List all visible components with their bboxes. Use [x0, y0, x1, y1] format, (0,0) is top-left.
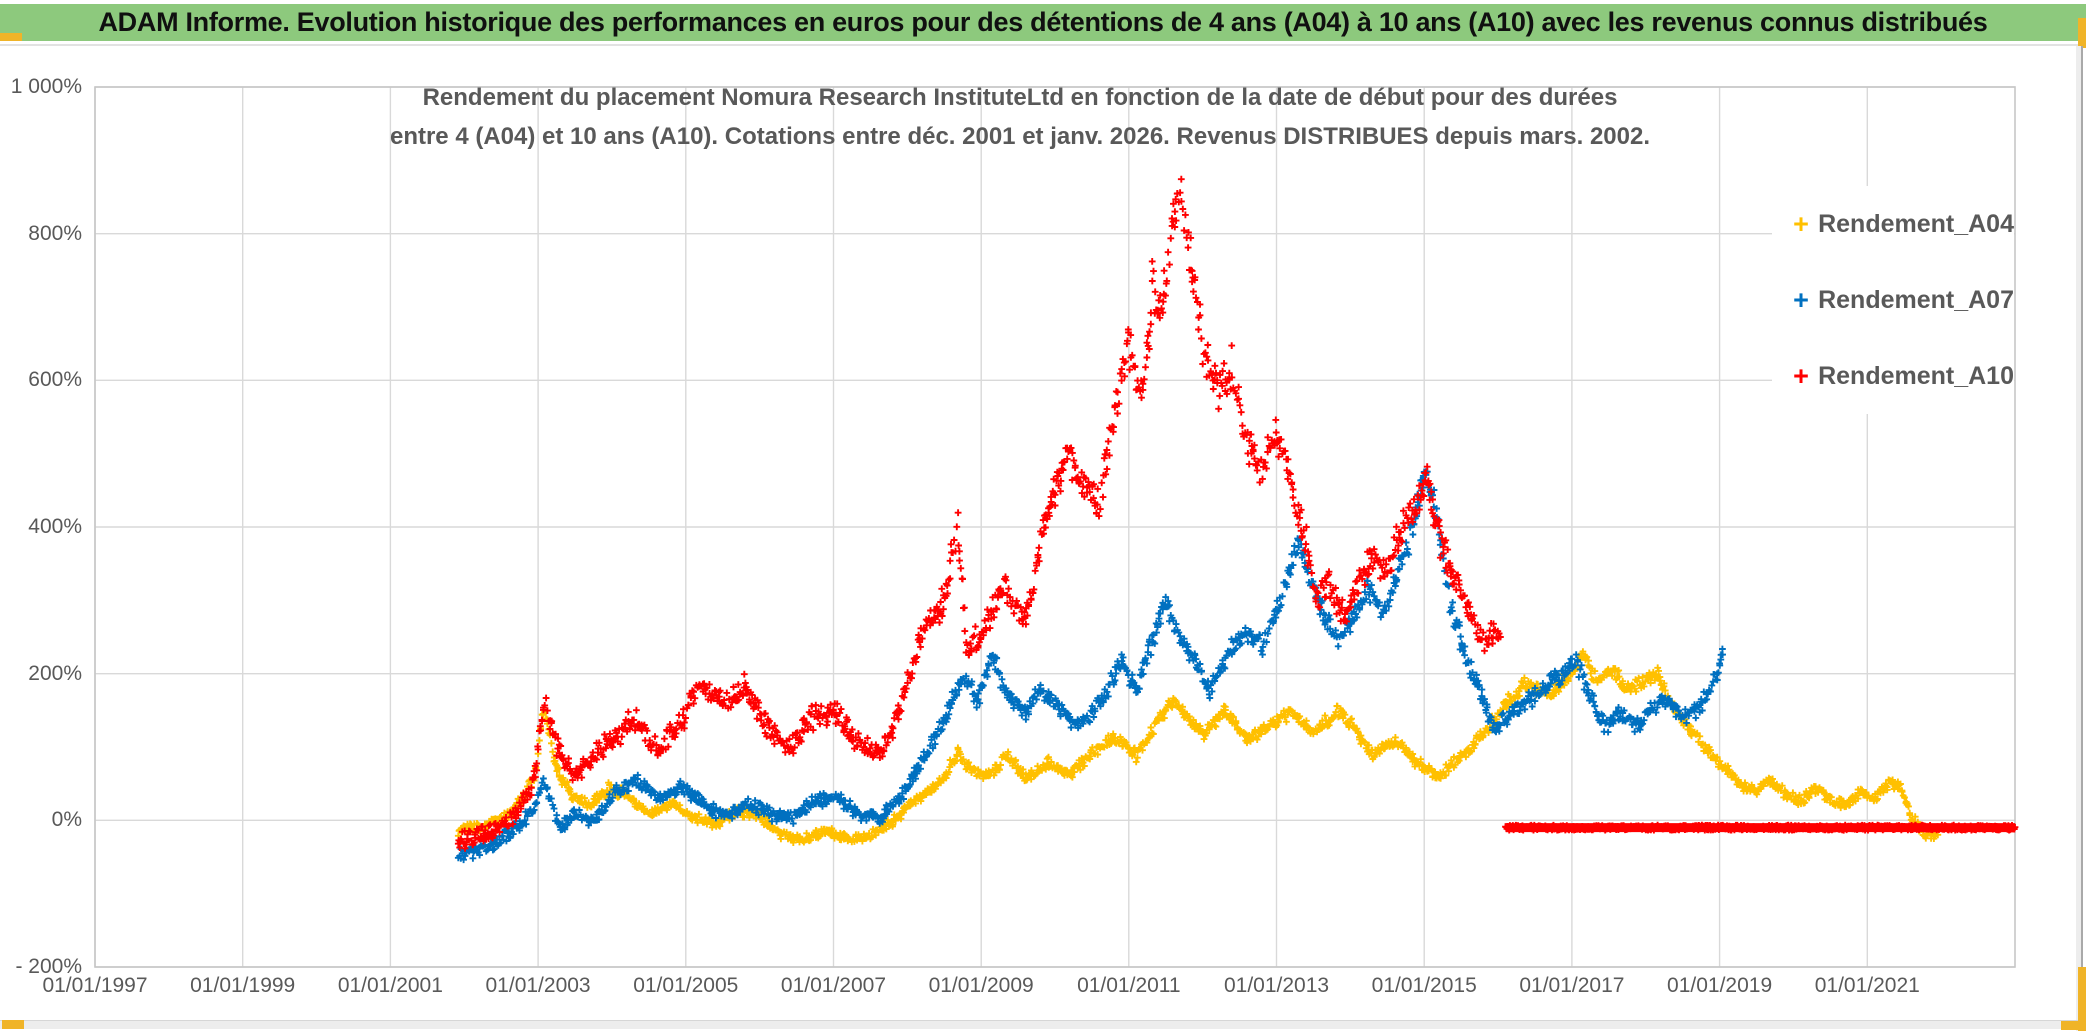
- bottom-rail: [0, 1020, 2086, 1029]
- legend-entry: + Rendement_A07: [1772, 286, 2014, 315]
- chart-title: Rendement du placement Nomura Research I…: [140, 78, 1900, 156]
- x-tick-label: 01/01/1999: [190, 974, 296, 997]
- x-tick-label: 01/01/2011: [1077, 974, 1181, 997]
- legend-label: Rendement_A07: [1818, 285, 2014, 314]
- y-tick-label: 200%: [28, 661, 82, 685]
- y-tick-label: 0%: [51, 808, 82, 832]
- x-tick-label: 01/01/1997: [42, 974, 148, 997]
- y-tick-label: 800%: [28, 221, 82, 245]
- x-tick-label: 01/01/2001: [337, 974, 443, 997]
- chart-legend: + Rendement_A04 + Rendement_A07 + Rendement_A…: [1772, 186, 2014, 414]
- series-Rendement_A07: [454, 468, 1726, 864]
- y-tick-label: 600%: [28, 368, 82, 392]
- bottom-right-accent-horizontal: [2061, 1021, 2086, 1030]
- x-tick-label: 01/01/2013: [1223, 974, 1330, 997]
- x-tick-label: 01/01/2003: [485, 974, 591, 997]
- banner-divider: [0, 44, 2086, 46]
- x-tick-label: 01/01/2017: [1519, 974, 1625, 997]
- y-tick-label: 1 000%: [10, 75, 82, 98]
- chart-title-line-2: entre 4 (A04) et 10 ans (A10). Cotations…: [389, 123, 1651, 150]
- bottom-left-accent: [2, 1020, 24, 1029]
- x-tick-label: 01/01/2009: [928, 974, 1034, 997]
- y-tick-label: - 200%: [15, 955, 82, 978]
- legend-label: Rendement_A04: [1818, 209, 2014, 238]
- banner: ADAM Informe. Evolution historique des p…: [0, 4, 2086, 41]
- legend-plus-marker-icon: +: [1793, 361, 1809, 391]
- banner-accent-right: [2078, 18, 2086, 48]
- x-tick-label: 01/01/2019: [1667, 974, 1773, 997]
- legend-entry: + Rendement_A04: [1772, 210, 2014, 239]
- x-tick-label: 01/01/2007: [780, 974, 886, 997]
- legend-plus-marker-icon: +: [1793, 285, 1809, 315]
- right-rail: [2076, 46, 2083, 1031]
- banner-accent-left: [0, 33, 22, 41]
- x-tick-label: 01/01/2005: [633, 974, 739, 997]
- legend-plus-marker-icon: +: [1793, 209, 1809, 239]
- y-tick-label: 400%: [28, 515, 82, 538]
- legend-label: Rendement_A10: [1818, 361, 2014, 390]
- bottom-right-accent-vertical: [2078, 967, 2086, 1031]
- chart-title-line-1: Rendement du placement Nomura Research I…: [422, 84, 1618, 111]
- legend-entry: + Rendement_A10: [1772, 362, 2014, 391]
- right-edge-line: [2081, 46, 2083, 1031]
- x-tick-label: 01/01/2015: [1371, 974, 1477, 997]
- x-tick-label: 01/01/2021: [1814, 974, 1920, 997]
- series-Rendement_A04: [454, 648, 1944, 846]
- banner-title: ADAM Informe. Evolution historique des p…: [98, 7, 1988, 37]
